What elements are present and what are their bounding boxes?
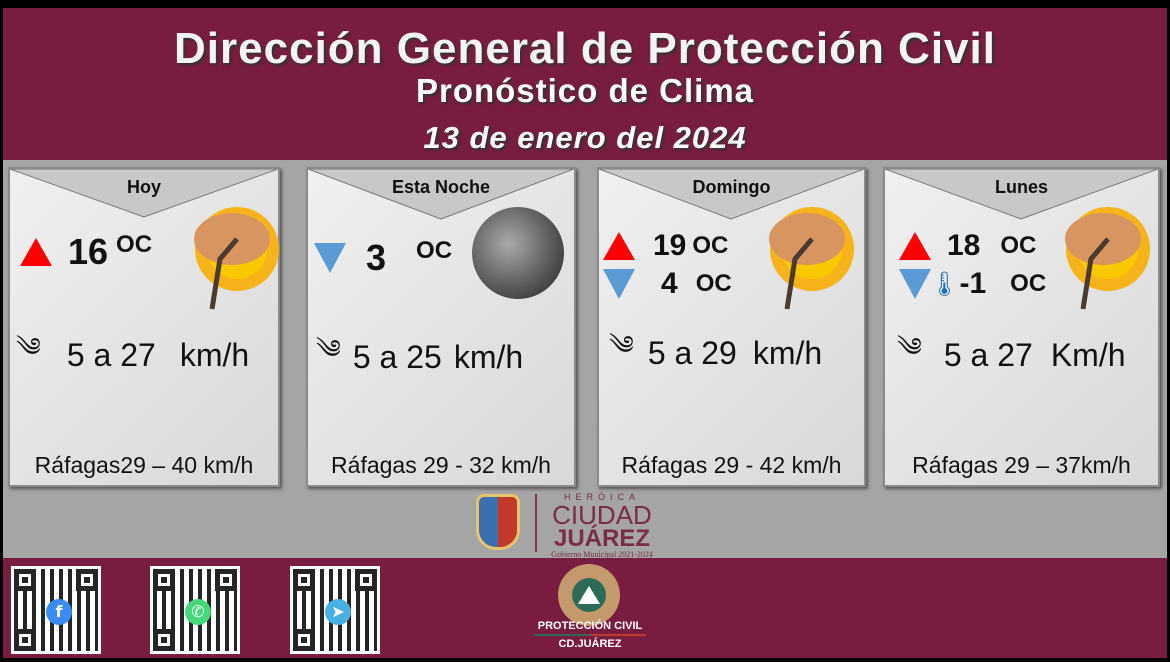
windy-sun-tree-icon: [1053, 199, 1153, 319]
min-temp: 3: [366, 237, 387, 278]
day-label: Esta Noche: [391, 177, 491, 197]
wind-speed: 5 a 27: [943, 337, 1033, 373]
wind-icon: ༄: [16, 332, 41, 362]
qr-code-facebook[interactable]: f: [11, 566, 101, 654]
proteccion-civil-logo: [558, 564, 620, 626]
city-coat-of-arms-logo: [476, 494, 520, 550]
page-subtitle: Pronóstico de Clima: [415, 72, 755, 109]
max-temp-arrow-icon: [603, 232, 635, 260]
page-title: Dirección General de Protección Civil: [174, 24, 996, 73]
wind-unit: km/h: [453, 339, 524, 375]
wind-icon: ༄: [316, 334, 341, 364]
header: Dirección General de Protección Civil Pr…: [3, 8, 1167, 160]
day-label: Domingo: [692, 177, 771, 197]
proteccion-civil-text: PROTECCIÓN CIVIL CD.JUÁREZ: [520, 620, 660, 650]
temp-unit: OC: [1010, 270, 1047, 297]
telegram-icon: ➤: [325, 599, 351, 625]
logo-divider: [535, 494, 537, 552]
card-header-tab: [9, 168, 279, 229]
qr-code-telegram[interactable]: ➤: [290, 566, 380, 654]
card-header-tab: [598, 168, 865, 229]
min-temp-arrow-icon: [899, 269, 931, 299]
wind-unit: km/h: [752, 335, 823, 371]
max-temp-arrow-icon: [899, 232, 931, 260]
thermometer-cold-icon: 🌡: [929, 270, 960, 298]
forecast-card-hoy: Hoy 16 OC ༄ 5 a 27 km/h Ráfagas29 – 40 km/h: [8, 167, 280, 487]
wind-unit: km/h: [179, 337, 250, 373]
qr-code-whatsapp[interactable]: ✆: [150, 566, 240, 654]
card-header-tab: [307, 168, 575, 229]
max-temp: 16: [68, 231, 109, 272]
gusts: Ráfagas 29 – 37km/h: [912, 452, 1131, 478]
temp-unit: OC: [1000, 232, 1037, 259]
facebook-icon: f: [46, 599, 72, 625]
temp-unit: OC: [692, 232, 729, 259]
wind-speed: 5 a 29: [647, 335, 737, 371]
max-temp: 18: [947, 229, 981, 262]
temp-unit: OC: [695, 270, 732, 297]
wind-icon: ༄: [609, 330, 634, 360]
gusts: Ráfagas 29 - 42 km/h: [621, 452, 842, 478]
card-header-tab: [884, 168, 1159, 229]
wind-speed: 5 a 25: [352, 339, 442, 375]
min-temp-arrow-icon: [603, 269, 635, 299]
temp-unit: OC: [416, 237, 453, 264]
max-temp: 19: [653, 229, 687, 262]
wind-speed: 5 a 27: [66, 337, 156, 373]
day-label: Hoy: [126, 177, 161, 197]
wind-icon: ༄: [897, 332, 922, 362]
whatsapp-icon: ✆: [185, 599, 211, 625]
moon-icon: [472, 207, 564, 299]
forecast-card-domingo: Domingo 19 OC 4 OC ༄ 5 a 29 km/h Ráfagas 29 …: [597, 167, 866, 487]
windy-sun-tree-icon: [757, 199, 857, 319]
forecast-card-esta-noche: Esta Noche 3 OC ༄ 5 a 25 km/h Ráfagas 29 - …: [306, 167, 576, 487]
forecast-card-lunes: Lunes 18 OC 🌡 -1 OC ༄ 5 a 27 Km/h Ráfagas 29 …: [883, 167, 1160, 487]
ciudad-juarez-logo: HERÓICA CIUDAD JUÁREZ Gobierno Municipal…: [551, 492, 653, 559]
min-temp: -1: [959, 267, 987, 300]
gusts: Ráfagas 29 - 32 km/h: [331, 452, 551, 478]
gusts: Ráfagas29 – 40 km/h: [34, 452, 254, 478]
windy-sun-tree-icon: [182, 199, 282, 319]
day-label: Lunes: [994, 177, 1048, 197]
forecast-date: 13 de enero del 2024: [423, 120, 747, 155]
min-temp: 4: [661, 267, 678, 300]
temp-unit: OC: [116, 231, 153, 258]
max-temp-arrow-icon: [20, 238, 52, 266]
wind-unit: Km/h: [1050, 337, 1126, 373]
min-temp-arrow-icon: [314, 243, 346, 273]
